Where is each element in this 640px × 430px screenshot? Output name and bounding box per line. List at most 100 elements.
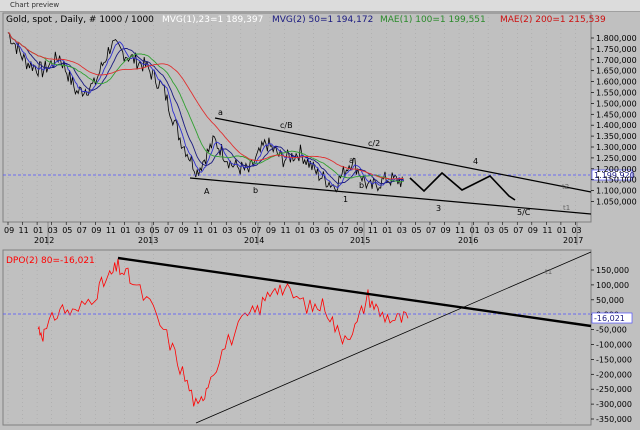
- price-tick-label: 1.550,000: [596, 89, 637, 98]
- dpo-axis: 150,000100,00050,0000,000-50,000-100,000…: [591, 266, 632, 424]
- price-tick-label: 1.100,000: [596, 187, 637, 196]
- month-label: 11: [106, 226, 116, 235]
- month-label: 07: [77, 226, 87, 235]
- ma3-line: [7, 32, 404, 183]
- dpo-tick-label: -150,000: [596, 355, 632, 364]
- current-dpo-value: -16,021: [594, 314, 625, 323]
- month-label: 03: [484, 226, 494, 235]
- dpo-series: [37, 258, 409, 407]
- dpo-line: [37, 258, 409, 407]
- year-label: 2015: [350, 236, 370, 245]
- dpo-tick-label: 150,000: [596, 266, 629, 275]
- ma4-line: [7, 32, 404, 180]
- price-tick-label: 1.250,000: [596, 154, 637, 163]
- wave-label-4: 4: [473, 157, 478, 166]
- month-label: 07: [426, 226, 436, 235]
- wave-labels: A a b c/B 1 a b c/2 3 4 5/C t2 t1: [204, 108, 570, 217]
- month-label: 01: [120, 226, 130, 235]
- month-label: 05: [150, 226, 160, 235]
- instrument-label: Gold, spot , Daily, # 1000 / 1000: [6, 15, 154, 25]
- year-label: 2013: [138, 236, 158, 245]
- price-tick-label: 1.050,000: [596, 198, 637, 207]
- trendline-label-t1: t1: [563, 204, 570, 212]
- ma3-legend: MAE(1) 100=1 199,551: [380, 15, 486, 25]
- wave-label-b2: b: [359, 181, 364, 190]
- upper-trendline: [214, 117, 592, 193]
- dpo-tick-label: 100,000: [596, 281, 629, 290]
- price-tick-label: 1.650,000: [596, 67, 637, 76]
- price-tick-label: 1.150,000: [596, 176, 637, 185]
- price-axis: 1.800,000 1.750,000 1.700,000 1.650,000 1.60…: [591, 34, 637, 207]
- projected-wave-path: [409, 171, 516, 201]
- price-tick-label: 1.450,000: [596, 110, 637, 119]
- ma1-legend: MVG(1),23=1 189,397: [162, 15, 263, 25]
- month-label: 09: [528, 226, 538, 235]
- month-label: 07: [251, 226, 261, 235]
- dpo-tick-label: -200,000: [596, 370, 632, 379]
- wave-label-5C: 5/C: [517, 208, 531, 217]
- year-label: 2012: [34, 236, 54, 245]
- month-label: 03: [571, 226, 581, 235]
- month-label: 07: [339, 226, 349, 235]
- month-label: 03: [310, 226, 320, 235]
- month-label: 05: [62, 226, 72, 235]
- month-label: 11: [193, 226, 203, 235]
- month-label: 09: [179, 226, 189, 235]
- price-grid: [7, 13, 576, 222]
- dpo-tick-label: -100,000: [596, 341, 632, 350]
- wave-label-A: A: [204, 187, 210, 196]
- year-label: 2014: [244, 236, 264, 245]
- window-titlebar[interactable]: Chart preview: [0, 0, 640, 12]
- month-label: 11: [542, 226, 552, 235]
- window-title: Chart preview: [10, 1, 60, 9]
- month-label: 07: [164, 226, 174, 235]
- price-tick-label: 1.400,000: [596, 121, 637, 130]
- dpo-tick-label: 50,000: [596, 296, 624, 305]
- month-label: 09: [441, 226, 451, 235]
- chart-legend: Gold, spot , Daily, # 1000 / 1000 MVG(1)…: [6, 15, 606, 25]
- month-label: 07: [513, 226, 523, 235]
- month-label: 05: [324, 226, 334, 235]
- price-trendlines: [189, 117, 592, 215]
- price-tick-label: 1.300,000: [596, 143, 637, 152]
- month-label: 09: [4, 226, 14, 235]
- price-tick-label: 1.750,000: [596, 45, 637, 54]
- wave-label-b1: b: [253, 186, 258, 195]
- month-label: 01: [33, 226, 43, 235]
- price-tick-label: 1.200,000: [596, 165, 637, 174]
- current-price-value: 1.199,920: [594, 171, 635, 180]
- month-label: 01: [295, 226, 305, 235]
- wave-label-1: 1: [343, 195, 348, 204]
- ma2-legend: MVG(2) 50=1 194,172: [272, 15, 373, 25]
- month-label: 11: [280, 226, 290, 235]
- price-tick-label: 1.800,000: [596, 34, 637, 43]
- dpo-legend: DPO(2) 80=-16,021: [6, 256, 95, 266]
- lower-trendline: [189, 177, 592, 215]
- month-label: 09: [353, 226, 363, 235]
- dpo-lower-trendline: [195, 251, 592, 424]
- month-label: 03: [222, 226, 232, 235]
- price-tick-label: 1.350,000: [596, 132, 637, 141]
- month-label: 03: [135, 226, 145, 235]
- dpo-upper-trendline: [117, 256, 592, 328]
- price-tick-label: 1.700,000: [596, 56, 637, 65]
- price-line: [7, 32, 404, 193]
- month-label: 11: [368, 226, 378, 235]
- price-tick-label: 1.500,000: [596, 99, 637, 108]
- year-label: 2017: [563, 236, 583, 245]
- month-label: 05: [237, 226, 247, 235]
- month-label: 01: [557, 226, 567, 235]
- month-label: 09: [266, 226, 276, 235]
- ma2-line: [7, 32, 404, 185]
- price-series: [7, 32, 404, 193]
- ma1-line: [7, 32, 404, 189]
- current-dpo-badge: [591, 312, 633, 324]
- ma4-legend: MAE(2) 200=1 215,539: [500, 15, 606, 25]
- wave-label-c2: c/2: [368, 139, 380, 148]
- wave-label-a2: a: [349, 156, 354, 165]
- wave-label-a1: a: [218, 108, 223, 117]
- dpo-tick-label: -300,000: [596, 400, 632, 409]
- dpo-tick-label: -50,000: [596, 326, 627, 335]
